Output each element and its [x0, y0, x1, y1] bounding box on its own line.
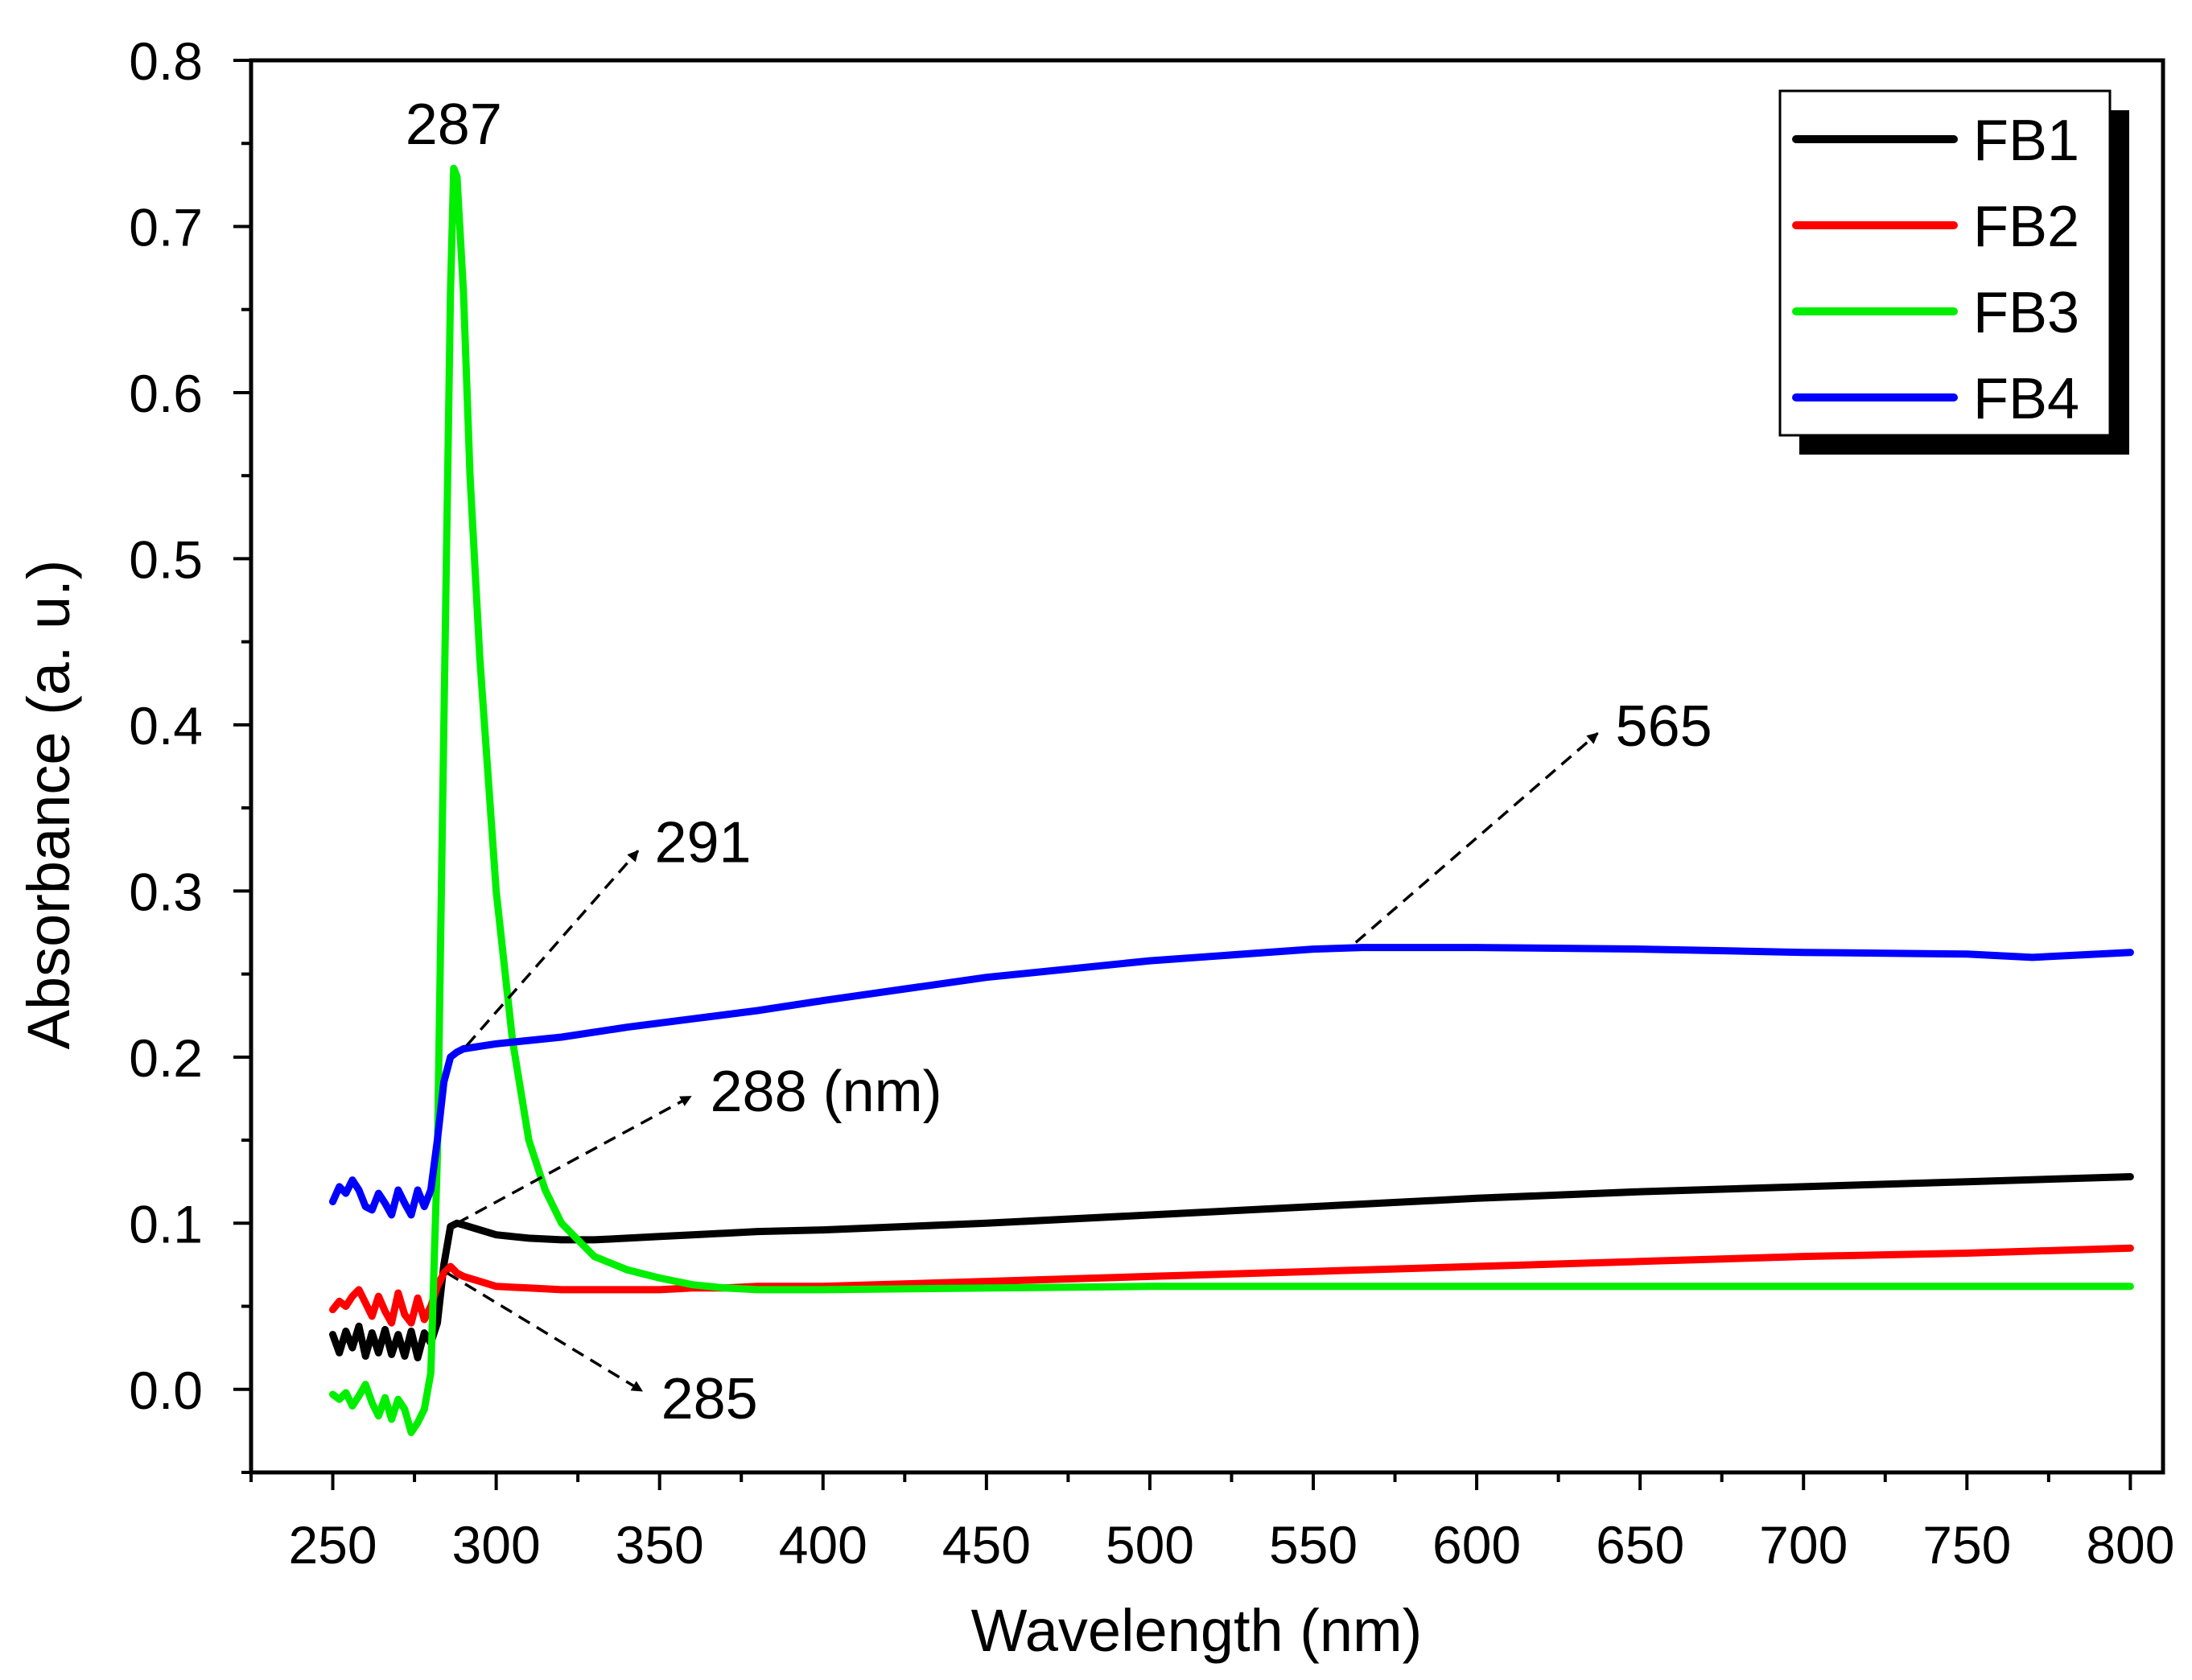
y-tick-label: 0.5: [129, 529, 203, 589]
x-tick-label: 650: [1596, 1515, 1684, 1575]
annotation-label-291: 291: [654, 810, 751, 875]
annotation-arrow-565: [1354, 732, 1599, 944]
y-tick-label: 0.3: [129, 862, 203, 921]
legend-label-fb1: FB1: [1973, 109, 2079, 173]
series-line-fb2: [329, 1244, 2134, 1327]
legend-items: FB1 FB2 FB3 FB4: [1792, 109, 2079, 431]
x-tick-label: 450: [942, 1515, 1031, 1575]
plot-frame: [249, 58, 2165, 1475]
annotation-label-285: 285: [661, 1367, 758, 1431]
x-tick-label: 400: [779, 1515, 867, 1575]
annotation-label-565: 565: [1616, 694, 1712, 759]
y-axis-ticks: 0.0 0.1 0.2 0.3 0.4 0.5 0.6 0.7 0.8: [129, 31, 251, 1474]
y-tick-label: 0.7: [129, 197, 203, 257]
peak-label-287: 287: [406, 93, 502, 157]
annotation-arrow-291: [465, 850, 640, 1047]
x-tick-label: 700: [1759, 1515, 1848, 1575]
legend-label-fb3: FB3: [1973, 281, 2079, 345]
legend-label-fb2: FB2: [1973, 195, 2079, 259]
series-layer: [329, 164, 2134, 1436]
y-tick-label: 0.4: [129, 696, 203, 756]
y-tick-label: 0.0: [129, 1361, 203, 1420]
x-axis-ticks: 250 300 350 400 450 500 550 600 650 700 750 800: [249, 1472, 2174, 1575]
annotation-arrow-285: [446, 1271, 644, 1393]
y-axis-title: Absorbance (a. u.): [15, 560, 82, 1050]
annotation-arrow-288-nm: [456, 1095, 692, 1225]
x-tick-label: 500: [1106, 1515, 1194, 1575]
y-tick-label: 0.2: [129, 1028, 203, 1088]
y-tick-label: 0.6: [129, 364, 203, 423]
x-axis-title: Wavelength (nm): [971, 1597, 1423, 1664]
x-tick-label: 750: [1922, 1515, 2011, 1575]
x-tick-label: 350: [616, 1515, 704, 1575]
series-line-fb4: [329, 944, 2134, 1219]
series-line-fb1: [329, 1173, 2134, 1361]
x-tick-label: 550: [1269, 1515, 1358, 1575]
legend-label-fb4: FB4: [1973, 367, 2079, 431]
annotation-label-288-nm: 288 (nm): [710, 1060, 941, 1124]
x-tick-label: 600: [1432, 1515, 1521, 1575]
y-tick-label: 0.8: [129, 31, 203, 91]
y-tick-label: 0.1: [129, 1194, 203, 1254]
legend: FB1 FB2 FB3 FB4: [1778, 89, 2129, 455]
series-line-fb3: [329, 164, 2134, 1436]
annotation-layer: 287 291 288 (nm) 285 565: [406, 93, 1712, 1431]
x-tick-label: 250: [288, 1515, 377, 1575]
legend-box: [1778, 89, 2112, 437]
x-tick-label: 800: [2086, 1515, 2174, 1575]
x-tick-label: 300: [452, 1515, 541, 1575]
